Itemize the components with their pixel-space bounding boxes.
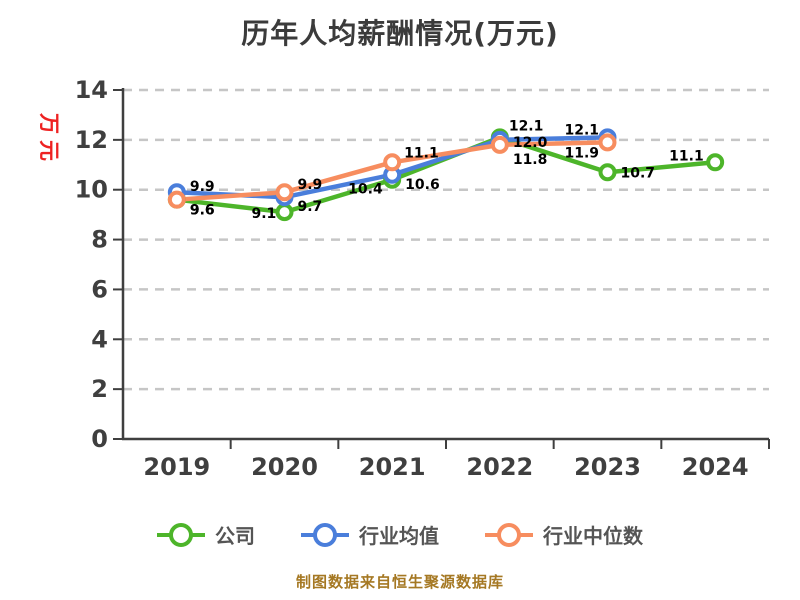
x-tick-label: 2021 [359, 453, 426, 481]
data-label-2-2020: 9.9 [298, 177, 323, 193]
data-label-0-2022: 12.1 [509, 118, 544, 134]
y-tick-label: 6 [91, 275, 108, 303]
data-label-2-2019: 9.6 [190, 203, 215, 219]
y-tick-label: 2 [91, 375, 108, 403]
source-note: 制图数据来自恒生聚源数据库 [295, 573, 504, 591]
series-2-point-2022 [490, 135, 509, 154]
series-2-point-2023 [598, 133, 617, 152]
legend-marker-icon [485, 522, 533, 547]
legend-marker-icon [157, 522, 205, 547]
data-label-0-2024: 11.1 [669, 148, 704, 164]
data-label-0-2019: 9.6 [190, 203, 215, 219]
y-tick-label: 8 [91, 226, 108, 254]
legend-item-1: 行业均值 [301, 520, 439, 549]
data-label-0-2021: 10.4 [348, 182, 383, 198]
legend-label: 行业中位数 [543, 524, 643, 548]
legend-item-0: 公司 [157, 520, 255, 549]
x-tick-label: 2022 [466, 453, 533, 481]
data-label-2-2021: 11.1 [404, 145, 439, 161]
x-tick-label: 2020 [251, 453, 318, 481]
series-0-point-2020 [275, 203, 294, 222]
y-tick-label: 4 [91, 325, 108, 353]
y-tick-label: 10 [75, 176, 108, 204]
data-label-0-2020: 9.1 [252, 206, 277, 222]
chart-title: 历年人均薪酬情况(万元) [241, 17, 559, 50]
data-label-1-2020: 9.7 [298, 199, 323, 215]
x-tick-label: 2019 [143, 453, 210, 481]
x-tick-label: 2023 [574, 453, 641, 481]
series-0-point-2024 [706, 153, 725, 172]
series-2-point-2019 [167, 190, 186, 209]
y-tick-label: 0 [91, 425, 108, 453]
x-tick-label: 2024 [682, 453, 749, 481]
data-label-0-2023: 10.7 [621, 165, 656, 181]
data-label-1-2019: 9.9 [190, 179, 215, 195]
legend: 公司 行业均值 行业中位数 [0, 520, 800, 549]
data-label-1-2021: 10.6 [405, 177, 440, 193]
data-label-2-2023: 11.9 [565, 145, 600, 161]
series-2-point-2020 [275, 183, 294, 202]
data-label-1-2023: 12.1 [565, 122, 600, 138]
legend-label: 行业均值 [359, 524, 439, 548]
legend-marker-icon [301, 522, 349, 547]
legend-item-2: 行业中位数 [485, 520, 643, 549]
data-label-2-2022: 11.8 [513, 152, 548, 168]
series-2-point-2021 [383, 153, 402, 172]
series-0-point-2023 [598, 163, 617, 182]
data-label-1-2022: 12.0 [513, 135, 548, 151]
y-tick-label: 14 [75, 76, 108, 104]
legend-label: 公司 [215, 524, 255, 548]
y-tick-label: 12 [75, 126, 108, 154]
